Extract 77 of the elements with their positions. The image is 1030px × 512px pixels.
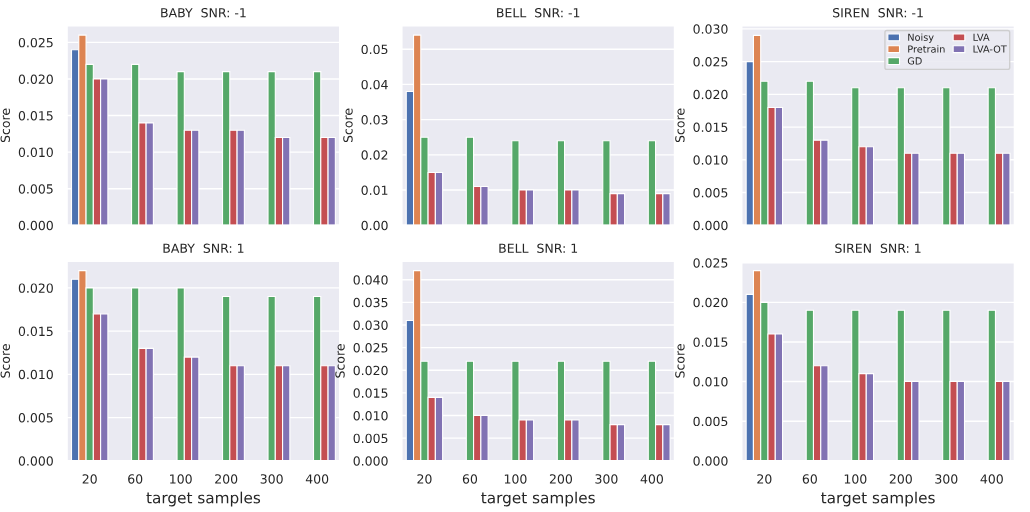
y-tick-label: 0.005 <box>693 188 728 198</box>
y-tick-label: 0.040 <box>353 275 388 285</box>
y-tick-label: 0.025 <box>693 258 728 268</box>
x-axis-title: target samples <box>481 491 595 507</box>
x-tick-label: 60 <box>802 474 817 484</box>
y-tick-label: 0.035 <box>353 297 388 308</box>
y-tick-label: 0.000 <box>18 456 53 466</box>
y-tick-label: 0.030 <box>353 320 388 330</box>
x-tick-label: 20 <box>757 474 772 484</box>
y-tick-label: 0.025 <box>353 343 388 353</box>
y-tick-label: 0.005 <box>693 416 728 427</box>
y-tick-label: 0.015 <box>353 388 388 398</box>
legend-label: Pretrain <box>908 45 945 53</box>
x-tick-label: 20 <box>417 474 432 484</box>
y-tick-label: 0.000 <box>693 456 728 466</box>
y-tick-label: 0.00 <box>361 220 388 231</box>
y-axis-title: Score <box>675 344 685 378</box>
x-tick-label: 100 <box>170 474 192 484</box>
y-tick-label: 0.020 <box>693 89 728 100</box>
x-tick-label: 60 <box>462 474 478 484</box>
y-axis-title: Score <box>0 344 10 378</box>
legend-label: GD <box>907 57 922 65</box>
y-axis-title: Score <box>0 108 10 143</box>
legend-label: Noisy <box>908 33 934 43</box>
y-tick-label: 0.030 <box>693 24 728 34</box>
y-tick-label: 0.01 <box>361 185 388 195</box>
y-tick-label: 0.015 <box>693 122 728 132</box>
x-axis-title: target samples <box>821 491 935 507</box>
y-tick-label: 0.04 <box>361 79 388 90</box>
x-tick-label: 400 <box>305 474 329 484</box>
y-tick-label: 0.02 <box>361 150 388 160</box>
y-axis-title: Score <box>343 108 353 143</box>
chart-title: BELL SNR: 1 <box>499 243 578 253</box>
x-tick-label: 300 <box>935 474 958 484</box>
y-axis-title: Score <box>335 344 345 378</box>
y-tick-label: 0.010 <box>693 377 728 387</box>
y-tick-label: 0.000 <box>18 220 53 231</box>
legend-label: LVA <box>973 33 990 41</box>
y-tick-label: 0.020 <box>353 365 388 376</box>
x-tick-label: 400 <box>640 474 663 484</box>
chart-title: BABY SNR: 1 <box>163 243 244 253</box>
y-tick-label: 0.010 <box>18 147 53 158</box>
y-tick-label: 0.020 <box>18 74 53 84</box>
y-tick-label: 0.010 <box>693 155 728 165</box>
y-tick-label: 0.03 <box>361 115 388 125</box>
y-tick-label: 0.020 <box>18 283 53 293</box>
y-tick-label: 0.025 <box>693 57 728 67</box>
legend-label: LVA-OT <box>973 45 1007 53</box>
chart-title: SIREN SNR: 1 <box>835 243 921 253</box>
chart-title: BABY SNR: -1 <box>161 7 246 18</box>
x-tick-label: 300 <box>260 474 283 484</box>
y-tick-label: 0.005 <box>18 413 53 423</box>
x-tick-label: 60 <box>128 474 143 484</box>
y-tick-label: 0.015 <box>18 111 53 121</box>
y-tick-label: 0.05 <box>361 44 388 55</box>
y-tick-label: 0.000 <box>353 456 388 466</box>
chart-title: BELL SNR: -1 <box>497 7 580 18</box>
y-tick-label: 0.020 <box>693 297 728 308</box>
y-tick-label: 0.005 <box>18 184 53 194</box>
y-tick-label: 0.015 <box>18 326 53 337</box>
y-axis-title: Score <box>675 108 685 143</box>
y-tick-label: 0.025 <box>18 37 53 48</box>
y-tick-label: 0.010 <box>18 369 53 380</box>
chart-title: SIREN SNR: -1 <box>833 7 923 18</box>
y-tick-label: 0.015 <box>693 337 728 347</box>
y-tick-label: 0.005 <box>353 433 388 444</box>
x-tick-label: 200 <box>889 474 912 484</box>
x-tick-label: 100 <box>844 474 867 484</box>
x-tick-label: 200 <box>215 474 238 484</box>
x-tick-label: 200 <box>549 474 573 484</box>
y-tick-label: 0.010 <box>353 410 388 421</box>
y-tick-label: 0.000 <box>693 220 728 231</box>
x-tick-label: 20 <box>82 474 97 484</box>
x-tick-label: 400 <box>980 474 1003 484</box>
x-tick-label: 100 <box>504 474 527 484</box>
x-axis-title: target samples <box>146 491 261 507</box>
x-tick-label: 300 <box>595 474 618 484</box>
